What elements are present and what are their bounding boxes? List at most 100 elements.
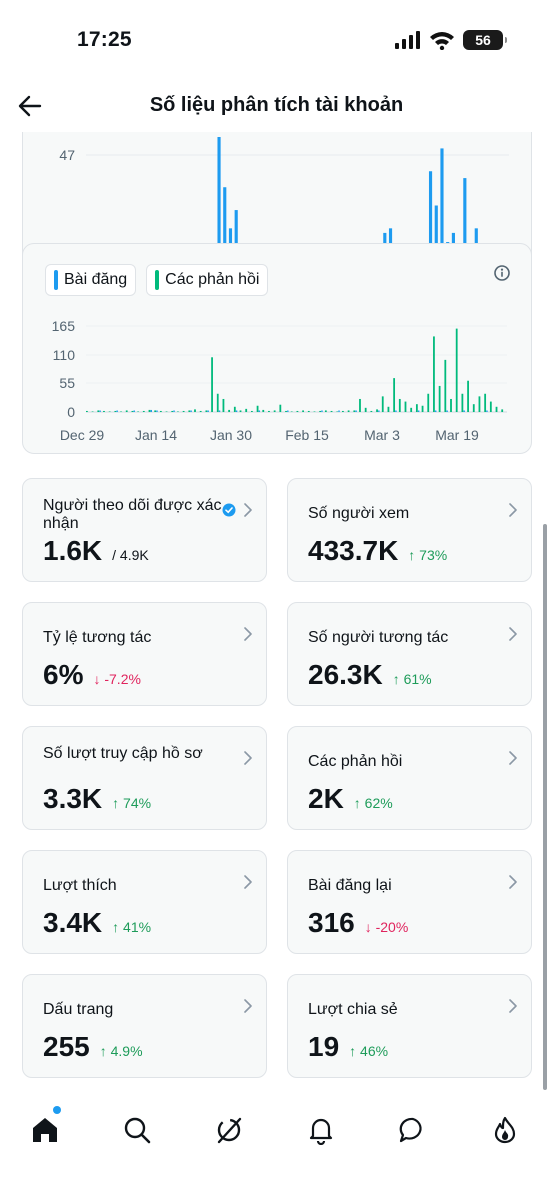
bar-replies [285,410,287,412]
status-bar: 17:25 56 [0,0,553,80]
bar-posts [463,410,465,412]
chevron-right-icon [509,751,517,765]
stat-value: 433.7K [308,535,399,566]
legend-replies[interactable]: Các phản hồi [146,264,269,296]
bar-replies [342,410,344,412]
bar-replies [273,410,276,412]
stat-card[interactable]: Số người tương tác 26.3K ↑ 61% [287,602,532,706]
scrollbar[interactable] [543,524,547,1090]
bar-posts [133,410,135,412]
stat-label: Lượt chia sẻ [308,1001,398,1018]
x-tick-label: Feb 15 [285,427,329,443]
chart-legend: Bài đăng Các phản hồi [45,264,269,296]
nav-grok[interactable] [209,1110,249,1150]
bar-replies [433,336,435,412]
bar-replies [239,410,242,412]
stat-card[interactable]: Dấu trang 255 ↑ 4.9% [22,974,267,1078]
bell-icon [309,1118,333,1145]
stat-card[interactable]: Người theo dõi được xác nhận 1.6K / 4.9K [22,478,267,582]
bar-replies [165,411,168,412]
bar-replies [455,328,458,412]
bar-replies [387,406,390,412]
bar-replies [290,411,293,412]
stat-value-row: 6% ↓ -7.2% [43,659,141,691]
info-icon[interactable] [493,264,511,282]
bar-posts [190,410,192,412]
stat-value: 19 [308,1031,340,1062]
stat-value-row: 19 ↑ 46% [308,1031,388,1063]
bar-replies [154,410,157,412]
bar-replies [427,393,430,412]
bar-positive [440,148,444,274]
legend-posts[interactable]: Bài đăng [45,264,137,296]
stat-card[interactable]: Số lượt truy cập hồ sơ 3.3K ↑ 74% [22,726,267,830]
bar-posts [218,410,221,412]
bar-posts [435,410,437,412]
chevron-right-icon [244,751,252,765]
stat-card[interactable]: Lượt thích 3.4K ↑ 41% [22,850,267,954]
chevron-right-icon [509,999,517,1013]
stat-value: 1.6K [43,535,103,566]
stat-change: ↑ 46% [349,1043,389,1059]
bar-posts [486,410,488,412]
status-time: 17:25 [77,28,132,51]
bar-posts [395,410,397,412]
stat-value: 6% [43,659,84,690]
messages-icon [399,1117,422,1143]
stat-card[interactable]: Số người xem 433.7K ↑ 73% [287,478,532,582]
stat-card[interactable]: Bài đăng lại 316 ↓ -20% [287,850,532,954]
bar-replies [171,410,174,412]
stat-value: 3.3K [43,783,103,814]
bar-replies [97,410,100,412]
bar-replies [142,410,145,412]
bar-replies [353,410,356,412]
y-tick-label: 165 [52,318,76,334]
stat-change: ↑ 62% [353,795,393,811]
bar-posts [156,410,158,412]
bar-posts [417,410,420,412]
bar-positive [217,137,221,274]
chevron-right-icon [509,627,517,641]
stat-value: 316 [308,907,355,938]
stat-change: ↓ -7.2% [93,671,141,687]
legend-posts-swatch [54,270,58,290]
bar-positive [234,210,238,274]
bar-replies [114,410,117,412]
bar-replies [205,410,208,412]
legend-posts-label: Bài đăng [64,271,128,288]
bar-replies [450,398,452,412]
nav-messages[interactable] [393,1110,433,1150]
stat-value-row: 3.3K ↑ 74% [43,783,151,815]
stat-change: ↓ -20% [364,919,409,935]
stat-card[interactable]: Tỷ lệ tương tác 6% ↓ -7.2% [22,602,267,706]
bar-replies [296,410,299,412]
bar-replies [131,410,134,412]
bar-replies [120,411,122,412]
back-button[interactable] [14,92,46,120]
chevron-right-icon [509,503,517,517]
stat-label: Người theo dõi được xác nhận [43,497,222,532]
nav-notifications[interactable] [301,1110,341,1150]
bar-replies [398,398,401,412]
bar-replies [216,393,219,412]
nav-search[interactable] [117,1110,157,1150]
stat-value: 26.3K [308,659,383,690]
bar-replies [393,378,396,412]
stat-value-row: 2K ↑ 62% [308,783,393,815]
stat-label: Số lượt truy cập hồ sơ [43,745,203,762]
bar-replies [307,410,310,412]
stat-card[interactable]: Các phản hồi 2K ↑ 62% [287,726,532,830]
y-tick-label: 47 [59,147,75,163]
legend-replies-label: Các phản hồi [165,271,260,288]
nav-home[interactable] [25,1110,65,1150]
bar-replies [359,398,361,412]
stat-value-row: 3.4K ↑ 41% [43,907,151,939]
nav-trending[interactable] [485,1110,525,1150]
grok-icon [217,1117,242,1144]
status-icons: 56 [395,30,507,50]
search-icon [124,1117,151,1144]
stat-card[interactable]: Lượt chia sẻ 19 ↑ 46% [287,974,532,1078]
bar-replies [199,410,202,412]
battery-icon: 56 [463,30,507,50]
